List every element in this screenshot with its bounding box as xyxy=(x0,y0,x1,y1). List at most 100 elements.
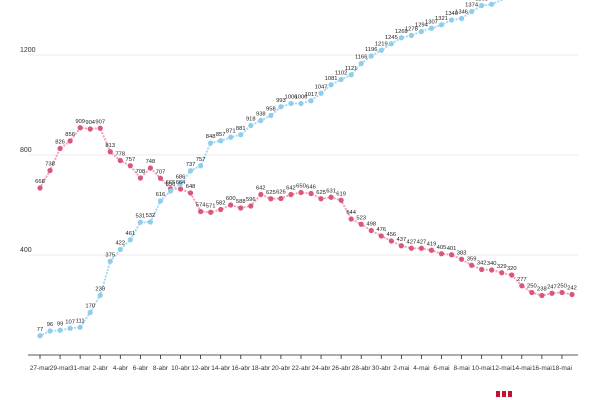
data-point xyxy=(248,203,254,209)
data-label: 1006 xyxy=(295,95,308,101)
data-label: 320 xyxy=(507,266,517,272)
data-point xyxy=(549,290,555,296)
data-label: 242 xyxy=(567,286,577,292)
x-tick-label: 2-mai xyxy=(393,365,409,372)
data-point xyxy=(448,17,455,23)
x-tick-label: 12-mai xyxy=(492,365,512,372)
data-point xyxy=(438,22,445,28)
x-tick-label: 16-mai xyxy=(532,365,552,372)
data-label: 250 xyxy=(527,284,537,290)
data-point xyxy=(559,289,565,296)
data-label: 342 xyxy=(477,261,487,267)
data-label: 938 xyxy=(256,112,266,118)
data-label: 571 xyxy=(206,203,216,209)
data-point xyxy=(358,221,364,227)
data-point xyxy=(57,145,63,152)
data-point xyxy=(167,188,174,194)
data-label: 1278 xyxy=(405,27,418,33)
data-label: 1269 xyxy=(395,29,408,35)
data-label: 427 xyxy=(417,239,427,245)
data-label: 239 xyxy=(95,286,105,292)
data-label: 170 xyxy=(85,304,95,310)
data-label: 582 xyxy=(216,201,226,207)
data-point xyxy=(398,243,404,249)
data-label: 1047 xyxy=(315,84,328,90)
data-label: 1017 xyxy=(305,92,318,98)
data-point xyxy=(438,251,445,257)
data-label: 461 xyxy=(126,231,136,237)
data-point xyxy=(137,175,143,181)
data-point xyxy=(388,41,394,47)
data-label: 665 xyxy=(166,180,176,186)
data-label: 857 xyxy=(216,132,226,138)
brand-logo xyxy=(496,391,512,397)
data-label: 616 xyxy=(156,192,166,198)
data-label: 1121 xyxy=(345,66,357,72)
data-label: 596 xyxy=(246,197,256,203)
x-tick-label: 24-abr xyxy=(312,365,332,372)
data-point xyxy=(378,233,384,239)
data-point xyxy=(348,72,354,78)
x-tick-label: 4-abr xyxy=(113,365,129,372)
data-label: 383 xyxy=(457,250,467,256)
data-label: 737 xyxy=(186,162,196,168)
data-point xyxy=(127,237,133,243)
data-point xyxy=(368,227,374,234)
data-label: 359 xyxy=(467,256,477,262)
data-label: 1102 xyxy=(335,71,347,77)
y-tick-label: 400 xyxy=(20,247,32,254)
data-point xyxy=(499,270,505,276)
data-label: 277 xyxy=(517,277,527,283)
data-point xyxy=(458,256,465,262)
data-label: 96 xyxy=(47,322,53,328)
data-point xyxy=(408,245,414,251)
data-label: 619 xyxy=(336,191,346,197)
data-point xyxy=(308,190,314,197)
data-point xyxy=(348,216,354,222)
data-label: 1081 xyxy=(325,76,338,82)
data-point xyxy=(278,195,284,202)
data-label: 1398 xyxy=(475,0,488,3)
data-label: 909 xyxy=(75,119,85,125)
data-point xyxy=(147,165,154,171)
series-layer xyxy=(37,0,575,339)
data-label: 907 xyxy=(95,119,105,125)
data-point xyxy=(469,8,475,15)
data-label: 881 xyxy=(236,126,246,132)
data-point xyxy=(388,238,394,244)
x-tick-label: 28-abr xyxy=(352,365,372,372)
data-point xyxy=(228,134,234,140)
data-point xyxy=(187,168,194,174)
data-label: 738 xyxy=(45,162,55,168)
data-point xyxy=(77,125,83,131)
data-point xyxy=(187,190,194,196)
data-point xyxy=(87,309,93,316)
data-point xyxy=(509,272,515,278)
x-tick-label: 2-abr xyxy=(93,365,109,372)
data-label: 422 xyxy=(115,241,125,247)
data-point xyxy=(208,209,214,215)
data-point xyxy=(258,191,264,198)
data-point xyxy=(248,122,254,129)
data-label: 427 xyxy=(407,239,417,245)
data-point xyxy=(177,186,184,192)
data-point xyxy=(107,149,113,155)
data-point xyxy=(198,208,204,215)
data-label: 856 xyxy=(65,132,75,138)
data-label: 748 xyxy=(146,159,156,165)
data-point xyxy=(157,175,164,181)
data-point xyxy=(328,82,334,88)
data-label: 625 xyxy=(316,190,326,196)
data-label: 1196 xyxy=(365,47,377,53)
data-label: 708 xyxy=(136,169,146,175)
data-label: 757 xyxy=(126,157,136,163)
data-point xyxy=(228,202,234,208)
data-point xyxy=(57,327,63,333)
data-label: 1340 xyxy=(445,11,458,17)
data-label: 650 xyxy=(296,184,306,190)
data-label: 642 xyxy=(286,186,296,192)
data-point xyxy=(298,189,304,196)
data-point xyxy=(97,125,103,131)
data-label: 813 xyxy=(105,143,115,149)
data-point xyxy=(428,25,435,31)
